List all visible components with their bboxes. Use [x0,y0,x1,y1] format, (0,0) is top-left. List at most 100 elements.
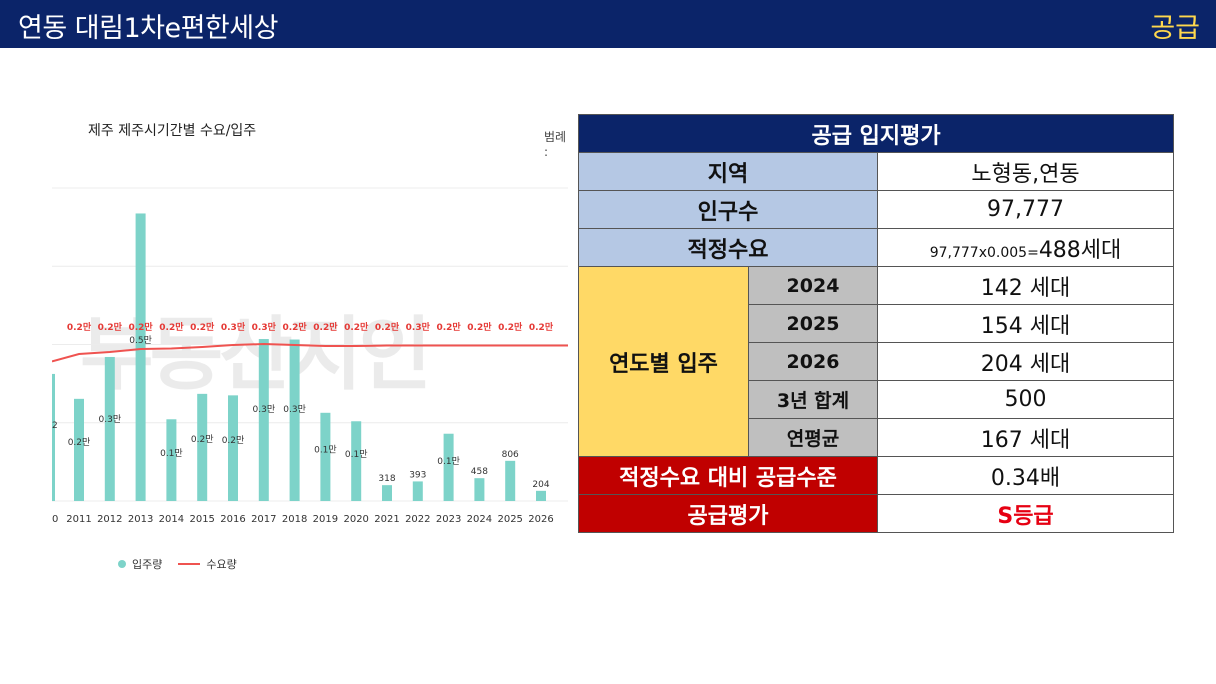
chart-x-tick-label: 2022 [405,514,430,525]
chart-bar [104,356,115,501]
chart-edge-value-label: 2 [52,421,58,431]
demand-value-label: 0.2만 [344,321,369,333]
chart-bar-value-label: 318 [378,474,395,484]
demand-value-label: 0.2만 [282,321,307,333]
demand-value: 97,777x0.005=488세대 [876,228,1175,267]
chart-bar-value-label: 806 [502,450,519,460]
chart-bar-value-label: 0.1만 [437,456,460,467]
chart-bar-value-label: 204 [532,480,549,490]
chart-bar [228,395,238,501]
chart-bar-value-label: 0.1만 [345,449,368,460]
section-tag: 공급 [1150,13,1200,44]
chart-legend: 입주량 수요량 [118,556,237,572]
demand-value-label: 0.3만 [252,321,277,333]
chart-bar [289,339,300,501]
chart-x-tick-label: 2018 [282,514,307,525]
chart-bar [258,339,269,501]
chart-bar [74,398,84,501]
chart-edge-tick-label: 0 [52,514,58,525]
demand-result: 488세대 [1038,237,1122,263]
demand-value-label: 0.2만 [98,321,123,333]
yearly-label: 연도별 입주 [578,266,749,457]
region-label: 지역 [578,152,878,191]
chart-bar-value-label: 0.3만 [283,404,306,415]
chart-bar-value-label: 0.5만 [129,335,152,346]
demand-value-label: 0.2만 [159,321,184,333]
chart-x-tick-label: 2024 [467,514,492,525]
chart-bar-value-label: 0.1만 [160,448,183,459]
chart-bar [351,421,362,501]
chart-bar-value-label: 0.3만 [253,404,276,415]
year-2026-value: 204 세대 [876,342,1175,381]
year-2025-value: 154 세대 [876,304,1175,343]
legend-label-cut: 범례 : [544,130,567,159]
year-2024-label: 2024 [748,266,878,305]
chart-x-tick-label: 2013 [128,514,153,525]
chart-bar-value-label: 0.3만 [99,414,122,425]
chart-x-tick-label: 2016 [220,514,245,525]
chart-bar-value-label: 0.2만 [191,434,214,445]
supply-grade-value: S등급 [876,494,1175,533]
demand-value-label: 0.2만 [190,321,215,333]
year-2025-label: 2025 [748,304,878,343]
chart-x-tick-label: 2023 [436,514,461,525]
chart-bar [135,213,146,501]
demand-value-label: 0.2만 [529,321,554,333]
chart-x-tick-label: 2014 [159,514,184,525]
annual-average-value: 167 세대 [876,418,1175,457]
demand-value-label: 0.2만 [128,321,153,333]
chart-x-tick-label: 2015 [189,514,214,525]
chart-x-tick-label: 2025 [497,514,522,525]
table-title: 공급 입지평가 [577,114,1175,153]
chart-panel: 부동산지인 제주 제주시기간별 수요/입주 범례 : 2 0 0.2만 2011 0.3… [52,110,568,580]
supply-ratio-label: 적정수요 대비 공급수준 [578,456,878,495]
chart-x-tick-label: 2011 [66,514,91,525]
three-year-sum-label: 3년 합계 [748,380,878,419]
chart-x-tick-label: 2012 [97,514,122,525]
chart-x-tick-label: 2017 [251,514,276,525]
demand-value-label: 0.2만 [498,321,523,333]
chart-bar [382,485,392,501]
demand-label: 적정수요 [578,228,878,267]
chart-x-tick-label: 2021 [374,514,399,525]
supply-ratio-value: 0.34배 [876,456,1175,495]
population-value: 97,777 [876,190,1175,229]
chart-bar [536,490,546,501]
demand-value-label: 0.2만 [436,321,461,333]
supply-grade-label: 공급평가 [578,494,878,533]
chart-bar [166,419,177,501]
chart-x-tick-label: 2020 [343,514,368,525]
supply-legend-swatch [118,560,126,568]
page-title: 연동 대림1차e편한세상 [18,13,278,44]
demand-line [52,343,568,363]
demand-formula: 97,777x0.005= [929,244,1039,261]
chart-plot: 2 0 0.2만 2011 0.3만 2012 0.5만 2013 0.1만 2014 0.2만 20… [52,187,568,525]
annual-average-label: 연평균 [748,418,878,457]
demand-value-label: 0.2만 [467,321,492,333]
chart-bar [412,481,423,501]
chart-bar [474,478,485,501]
demand-value-label: 0.2만 [375,321,400,333]
chart-title: 제주 제주시기간별 수요/입주 [88,123,257,139]
chart-bar-value-label: 458 [471,467,488,477]
header-bar: 연동 대림1차e편한세상 공급 [0,0,1216,48]
population-label: 인구수 [578,190,878,229]
supply-evaluation-table: 공급 입지평가 지역 노형동,연동 인구수 97,777 적정수요 97,777… [577,114,1175,533]
year-2026-label: 2026 [748,342,878,381]
legend-supply-label: 입주량 [132,558,163,571]
region-value: 노형동,연동 [876,152,1175,191]
demand-legend-swatch [178,563,201,565]
chart-bar [505,460,516,501]
chart-bar [320,412,331,501]
demand-value-label: 0.3만 [221,321,246,333]
chart-bar-value-label: 0.1만 [314,444,337,455]
chart-bar-value-label: 0.2만 [222,435,245,446]
demand-value-label: 0.3만 [406,321,431,333]
demand-value-label: 0.2만 [313,321,338,333]
chart-bar-value-label: 393 [409,470,426,480]
chart-bar [197,393,208,501]
chart-bar [443,433,454,501]
chart-x-tick-label: 2019 [313,514,338,525]
chart-bar-value-label: 0.2만 [68,437,91,448]
year-2024-value: 142 세대 [876,266,1175,305]
